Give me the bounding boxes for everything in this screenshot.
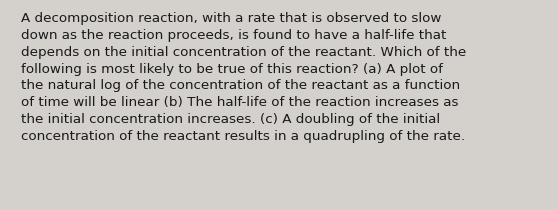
Text: A decomposition reaction, with a rate that is observed to slow
down as the react: A decomposition reaction, with a rate th… [21,12,466,143]
